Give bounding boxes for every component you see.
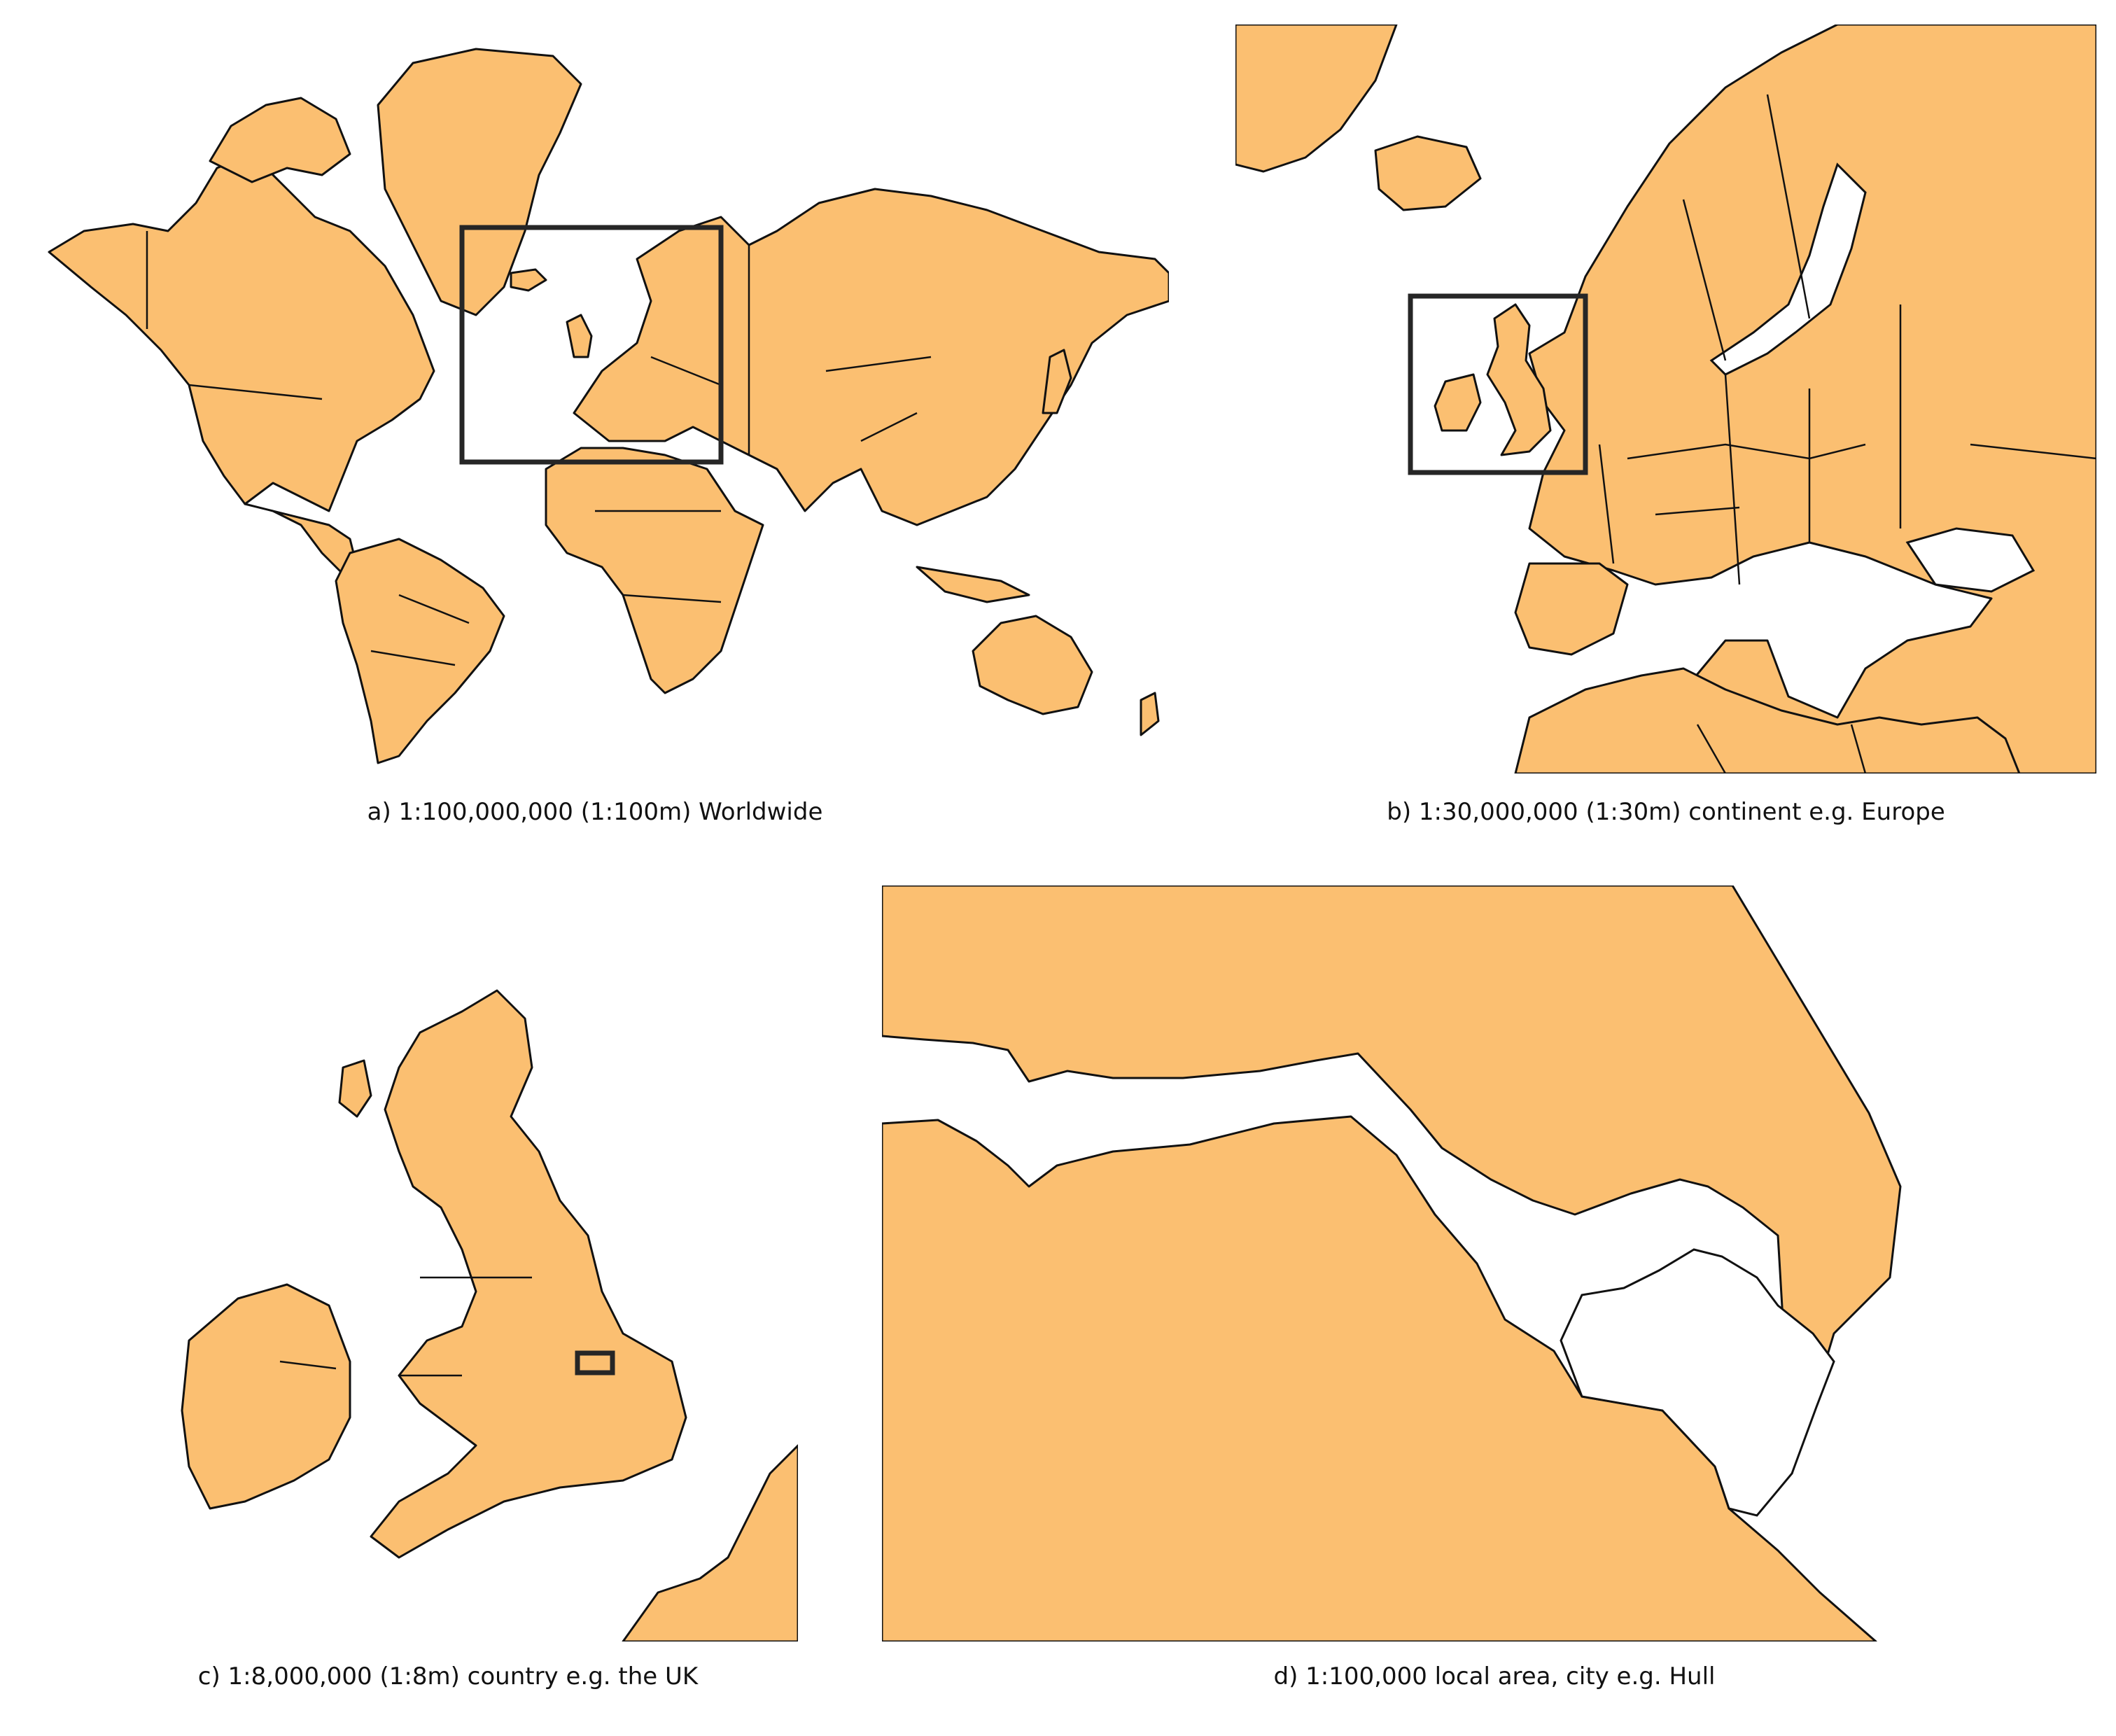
iberia-landmass xyxy=(1514,562,1629,656)
australia-landmass xyxy=(972,615,1093,715)
hull-map xyxy=(882,886,1902,1642)
greenland-tip-landmass xyxy=(1235,24,1398,173)
hebrides-landmass xyxy=(338,1059,372,1118)
extent-box-uk xyxy=(1408,293,1588,475)
south-america-landmass xyxy=(335,538,505,764)
world-map xyxy=(48,48,1169,764)
uk-landmass xyxy=(1486,303,1552,456)
caption-d: d) 1:100,000 local area, city e.g. Hull xyxy=(1273,1662,1716,1690)
uk-small-landmass xyxy=(566,314,593,358)
caption-b: b) 1:30,000,000 (1:30m) continent e.g. E… xyxy=(1387,798,1945,826)
north-bank-landmass xyxy=(882,886,1902,1475)
uk-internal-borders xyxy=(279,1276,532,1377)
extent-box-europe xyxy=(459,225,724,465)
map-panel-world xyxy=(21,21,1169,777)
new-zealand-landmass xyxy=(1140,692,1160,736)
ireland-landmass xyxy=(1434,373,1482,432)
humber-estuary xyxy=(1560,1248,1835,1517)
iceland-landmass xyxy=(1374,135,1482,211)
map-panel-uk xyxy=(168,886,798,1642)
caption-c: c) 1:8,000,000 (1:8m) country e.g. the U… xyxy=(197,1662,699,1690)
extent-box-hull xyxy=(575,1350,615,1376)
map-panel-hull xyxy=(882,886,2107,1642)
europe-map xyxy=(1235,24,2096,774)
indonesia-landmass xyxy=(916,566,1030,603)
japan-landmass xyxy=(1042,349,1072,414)
black-sea xyxy=(1905,527,2036,593)
iceland-small-landmass xyxy=(510,268,547,292)
ireland-landmass xyxy=(181,1283,351,1510)
caption-a: a) 1:100,000,000 (1:100m) Worldwide xyxy=(367,798,823,826)
south-bank-landmass xyxy=(882,1115,1877,1642)
map-panel-europe xyxy=(1235,24,2096,774)
uk-map xyxy=(181,989,798,1642)
central-america-landmass xyxy=(244,503,358,575)
france-corner-landmass xyxy=(622,1444,798,1642)
great-britain-landmass xyxy=(370,989,687,1559)
country-borders xyxy=(146,231,932,666)
europe-country-borders xyxy=(1598,94,2096,774)
north-africa-landmass xyxy=(1514,667,2021,774)
greenland-landmass xyxy=(377,48,582,316)
africa-landmass xyxy=(545,447,764,694)
arctic-islands-landmass xyxy=(209,97,351,183)
north-america-landmass xyxy=(48,153,435,512)
europe-landmass xyxy=(1528,24,2096,774)
